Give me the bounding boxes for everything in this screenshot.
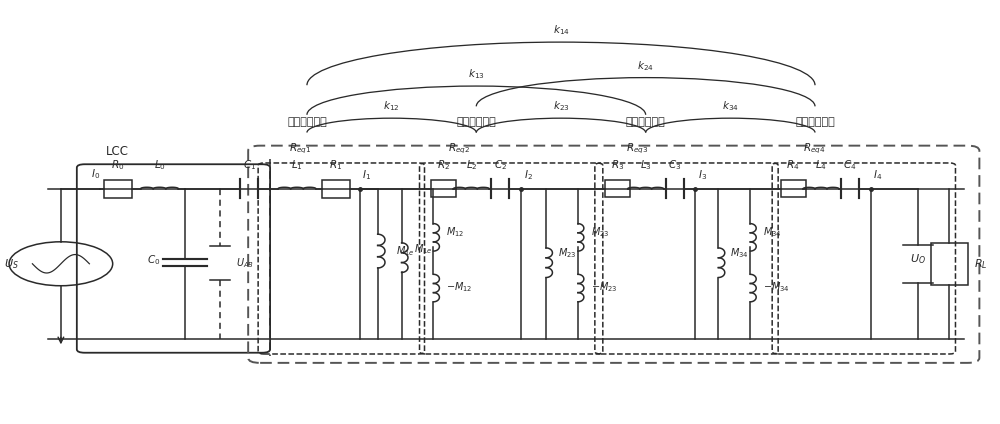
Text: $M_{23}$: $M_{23}$ (558, 246, 577, 260)
Text: LCC: LCC (106, 145, 129, 158)
Text: $C_0$: $C_0$ (147, 253, 160, 267)
Text: $L_4$: $L_4$ (815, 159, 827, 172)
Text: $k_{12}$: $k_{12}$ (383, 99, 400, 113)
Bar (605, 180, 630, 197)
Text: $C_4$: $C_4$ (843, 159, 857, 172)
Text: $M_{1e}$: $M_{1e}$ (414, 242, 432, 256)
Text: $L_0$: $L_0$ (154, 159, 165, 172)
Text: $R_0$: $R_0$ (111, 159, 124, 172)
Text: $R_3$: $R_3$ (611, 159, 624, 172)
Text: 接收中继线圈: 接收中继线圈 (626, 117, 666, 128)
Text: $-M_{23}$: $-M_{23}$ (591, 280, 618, 294)
Text: 发射中继线圈: 发射中继线圈 (456, 117, 496, 128)
Text: $M_{23}$: $M_{23}$ (591, 225, 609, 239)
Text: $C_3$: $C_3$ (668, 159, 681, 172)
Text: $I_2$: $I_2$ (524, 168, 533, 182)
Text: $k_{24}$: $k_{24}$ (637, 59, 654, 73)
Text: $M_{34}$: $M_{34}$ (730, 246, 749, 260)
Text: $I_0$: $I_0$ (91, 167, 100, 181)
Text: $k_{13}$: $k_{13}$ (468, 67, 485, 81)
Text: $R_L$: $R_L$ (974, 257, 988, 271)
Text: $I_3$: $I_3$ (698, 168, 707, 182)
Text: $-M_{34}$: $-M_{34}$ (763, 280, 790, 294)
Text: $R_1$: $R_1$ (329, 159, 342, 172)
Text: $k_{14}$: $k_{14}$ (553, 23, 569, 37)
Text: $M_{34}$: $M_{34}$ (763, 225, 782, 239)
Bar (322, 180, 350, 198)
Text: $L_1$: $L_1$ (291, 159, 303, 172)
Text: $L_2$: $L_2$ (466, 159, 477, 172)
Text: 发射驱动线圈: 发射驱动线圈 (287, 117, 327, 128)
Text: $C_2$: $C_2$ (494, 159, 507, 172)
Text: $C_1$: $C_1$ (243, 159, 256, 172)
Bar (931, 243, 968, 285)
Text: $I_1$: $I_1$ (362, 168, 371, 182)
Text: $R_{eq3}$: $R_{eq3}$ (626, 141, 648, 156)
Text: $k_{23}$: $k_{23}$ (553, 99, 569, 113)
Text: $M_{1e}$: $M_{1e}$ (396, 244, 414, 258)
Text: $R_4$: $R_4$ (786, 159, 800, 172)
Text: $U_{AB}$: $U_{AB}$ (236, 256, 254, 270)
Text: $k_{34}$: $k_{34}$ (722, 99, 739, 113)
Text: $I_4$: $I_4$ (873, 168, 882, 182)
Text: $R_{eq2}$: $R_{eq2}$ (448, 141, 470, 156)
Text: $R_2$: $R_2$ (437, 159, 450, 172)
Text: $U_S$: $U_S$ (4, 257, 19, 271)
Text: $L_3$: $L_3$ (640, 159, 652, 172)
Text: 接收负载线圈: 接收负载线圈 (795, 117, 835, 128)
Bar (104, 180, 132, 198)
Bar (781, 180, 806, 197)
Text: $R_{eq4}$: $R_{eq4}$ (803, 141, 825, 156)
Text: $M_{12}$: $M_{12}$ (446, 225, 465, 239)
Bar (431, 180, 456, 197)
Text: $R_{eq1}$: $R_{eq1}$ (289, 141, 311, 156)
Text: $U_O$: $U_O$ (910, 253, 926, 266)
Text: $-M_{12}$: $-M_{12}$ (446, 280, 473, 294)
